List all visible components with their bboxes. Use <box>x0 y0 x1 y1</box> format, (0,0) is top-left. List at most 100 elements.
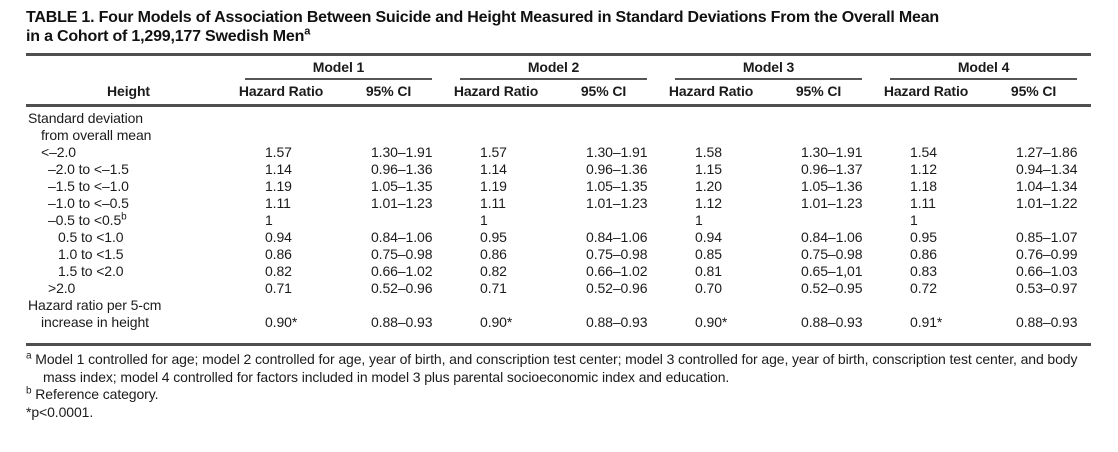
cell-m4-ci: 0.76–0.99 <box>1016 246 1078 262</box>
cell-m3-hr: 1.58 <box>695 144 722 160</box>
cell-m4-hr: 0.95 <box>910 229 937 245</box>
reference-footnote-marker: b <box>121 211 127 223</box>
cell-m1-ci: 1.30–1.91 <box>371 144 433 160</box>
cell-m2-hr: 0.71 <box>480 280 507 296</box>
cell-m1-hr: 0.94 <box>265 229 292 245</box>
cell-m1-ci: 0.84–1.06 <box>371 229 433 245</box>
cell-m1-hr: 1.14 <box>265 161 292 177</box>
cell-m3-ci: 0.52–0.95 <box>801 280 863 296</box>
subheader-row: Height Hazard Ratio 95% CI Hazard Ratio … <box>26 80 1092 106</box>
cell-m2-hr: 0.82 <box>480 263 507 279</box>
cell-m3-ci: 1.05–1.36 <box>801 178 863 194</box>
cell-m4-hr: 1.11 <box>910 195 936 211</box>
footnote-a-marker: a <box>26 350 32 362</box>
footnote-b: b Reference category. <box>26 386 1094 404</box>
footnote-significance-text: *p<0.0001. <box>26 403 94 420</box>
cell-m3-hr: 0.90* <box>695 314 728 330</box>
m2-hazard-ratio-header: Hazard Ratio <box>453 83 539 99</box>
row-label: –1.5 to <–1.0 <box>48 178 129 194</box>
m3-ci-header: 95% CI <box>795 83 842 99</box>
cell-m4-ci: 0.53–0.97 <box>1016 280 1078 296</box>
cell-m3-ci: 0.88–0.93 <box>801 314 863 330</box>
table-row: –1.5 to <–1.0 1.19 1.05–1.35 1.19 1.05–1… <box>26 178 1091 195</box>
cell-m1-ci: 0.96–1.36 <box>371 161 433 177</box>
row-label: –2.0 to <–1.5 <box>48 161 129 177</box>
model-4-header: Model 4 <box>876 55 1091 80</box>
cell-m2-ci: 1.05–1.35 <box>586 178 648 194</box>
cell-m1-hr: 1 <box>265 212 273 228</box>
cell-m3-ci: 0.84–1.06 <box>801 229 863 245</box>
cell-m3-hr: 0.94 <box>695 229 722 245</box>
table-row-reference-category: –0.5 to <0.5b 1 1 1 1 <box>26 212 1091 229</box>
results-table: Model 1 Model 2 Model 3 Model 4 Height H… <box>26 53 1092 346</box>
cell-m4-ci: 1.27–1.86 <box>1016 144 1078 160</box>
row-label: –1.0 to <–0.5 <box>48 195 129 211</box>
cell-m4-hr: 0.86 <box>910 246 937 262</box>
cell-m3-ci: 0.96–1.37 <box>801 161 863 177</box>
cell-m4-ci: 1.04–1.34 <box>1016 178 1078 194</box>
row-label: >2.0 <box>48 280 76 296</box>
m3-hazard-ratio-header: Hazard Ratio <box>668 83 754 99</box>
footnote-a-text: Model 1 controlled for age; model 2 cont… <box>35 351 1078 385</box>
cell-m1-hr: 0.86 <box>265 246 292 262</box>
cell-m3-hr: 0.85 <box>695 246 722 262</box>
cell-m2-ci: 0.96–1.36 <box>586 161 648 177</box>
cell-m1-ci: 0.66–1.02 <box>371 263 433 279</box>
cell-m2-hr: 0.90* <box>480 314 513 330</box>
row-label: from overall mean <box>41 127 152 143</box>
model-1-header: Model 1 <box>231 55 446 80</box>
cell-m1-hr: 0.82 <box>265 263 292 279</box>
cell-m2-hr: 1.11 <box>480 195 506 211</box>
table-row: from overall mean <box>26 127 1091 144</box>
cell-m2-ci: 0.75–0.98 <box>586 246 648 262</box>
cell-m1-ci: 0.88–0.93 <box>371 314 433 330</box>
cell-m2-ci: 0.66–1.02 <box>586 263 648 279</box>
cell-m4-ci: 0.94–1.34 <box>1016 161 1078 177</box>
table-row: >2.0 0.71 0.52–0.96 0.71 0.52–0.96 0.70 … <box>26 280 1091 297</box>
cell-m2-hr: 0.86 <box>480 246 507 262</box>
model-2-header: Model 2 <box>446 55 661 80</box>
cell-m4-ci: 0.88–0.93 <box>1016 314 1078 330</box>
m2-ci-header: 95% CI <box>580 83 627 99</box>
row-label: 0.5 to <1.0 <box>58 229 124 245</box>
m1-ci-header: 95% CI <box>365 83 412 99</box>
cell-m2-hr: 1 <box>480 212 488 228</box>
table-row: –1.0 to <–0.5 1.11 1.01–1.23 1.11 1.01–1… <box>26 195 1091 212</box>
row-label: Hazard ratio per 5-cm <box>28 297 162 313</box>
cell-m4-hr: 1.54 <box>910 144 937 160</box>
cell-m4-ci: 0.66–1.03 <box>1016 263 1078 279</box>
table-row: 1.0 to <1.5 0.86 0.75–0.98 0.86 0.75–0.9… <box>26 246 1091 263</box>
cell-m1-hr: 0.90* <box>265 314 298 330</box>
cell-m1-ci: 1.01–1.23 <box>371 195 433 211</box>
table-row: 1.5 to <2.0 0.82 0.66–1.02 0.82 0.66–1.0… <box>26 263 1091 280</box>
cell-m3-hr: 1.15 <box>695 161 722 177</box>
cell-m2-hr: 1.14 <box>480 161 507 177</box>
cell-m1-hr: 1.19 <box>265 178 292 194</box>
table-row: Standard deviation <box>26 106 1091 128</box>
cell-m3-hr: 1 <box>695 212 703 228</box>
row-label: <–2.0 <box>41 144 76 160</box>
table-row: –2.0 to <–1.5 1.14 0.96–1.36 1.14 0.96–1… <box>26 161 1091 178</box>
cell-m4-hr: 1.12 <box>910 161 937 177</box>
cell-m1-ci: 0.75–0.98 <box>371 246 433 262</box>
cell-m2-ci: 0.52–0.96 <box>586 280 648 296</box>
footnote-b-text: Reference category. <box>35 386 159 402</box>
height-column-header: Height <box>107 83 150 99</box>
footnote-a: a Model 1 controlled for age; model 2 co… <box>26 351 1094 386</box>
table-row: increase in height 0.90* 0.88–0.93 0.90*… <box>26 314 1091 345</box>
cell-m3-hr: 0.81 <box>695 263 722 279</box>
table-row: <–2.0 1.57 1.30–1.91 1.57 1.30–1.91 1.58… <box>26 144 1091 161</box>
table-row: 0.5 to <1.0 0.94 0.84–1.06 0.95 0.84–1.0… <box>26 229 1091 246</box>
table-figure: TABLE 1. Four Models of Association Betw… <box>26 9 1094 421</box>
cell-m3-ci <box>761 212 876 229</box>
table-title-line1: TABLE 1. Four Models of Association Betw… <box>26 9 939 26</box>
cell-m2-ci: 1.01–1.23 <box>586 195 648 211</box>
table-title-line2: in a Cohort of 1,299,177 Swedish Men <box>26 28 305 45</box>
row-label: 1.5 to <2.0 <box>58 263 124 279</box>
cell-m2-ci: 1.30–1.91 <box>586 144 648 160</box>
cell-m4-hr: 0.72 <box>910 280 937 296</box>
cell-m2-hr: 1.19 <box>480 178 507 194</box>
cell-m2-ci <box>546 212 661 229</box>
cell-m3-ci: 0.65–1,01 <box>801 263 863 279</box>
footnotes: a Model 1 controlled for age; model 2 co… <box>26 351 1094 421</box>
